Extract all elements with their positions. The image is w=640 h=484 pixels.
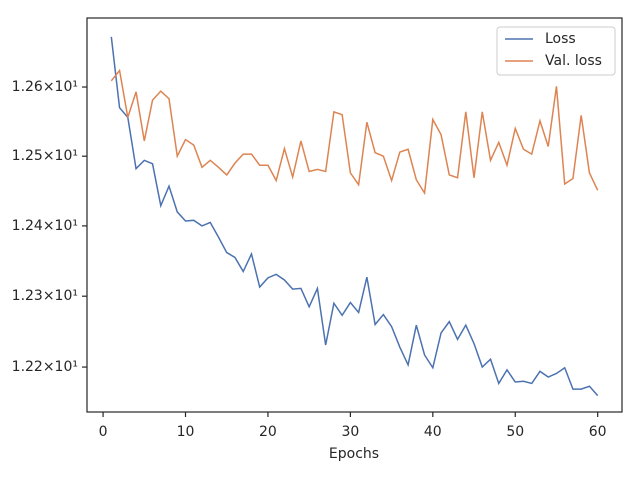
x-tick-label: 60 [589, 424, 607, 440]
x-tick-label: 40 [424, 424, 442, 440]
series-line [110, 36, 599, 397]
series-line [110, 68, 599, 196]
x-tick-label: 30 [341, 424, 359, 440]
y-tick-label: 1.25×10¹ [12, 148, 78, 164]
y-tick-label: 1.26×10¹ [12, 79, 78, 95]
x-tick-label: 0 [99, 424, 108, 440]
y-tick-label: 1.23×10¹ [12, 288, 78, 304]
x-tick-label: 20 [259, 424, 277, 440]
x-axis-label: Epochs [329, 446, 379, 462]
y-tick-label: 1.22×10¹ [12, 359, 78, 375]
x-tick-label: 10 [177, 424, 195, 440]
plot-frame [86, 17, 623, 413]
legend-label: Loss [545, 31, 576, 47]
y-tick-label: 1.24×10¹ [12, 218, 78, 234]
x-tick-label: 50 [506, 424, 524, 440]
legend-label: Val. loss [545, 53, 602, 69]
